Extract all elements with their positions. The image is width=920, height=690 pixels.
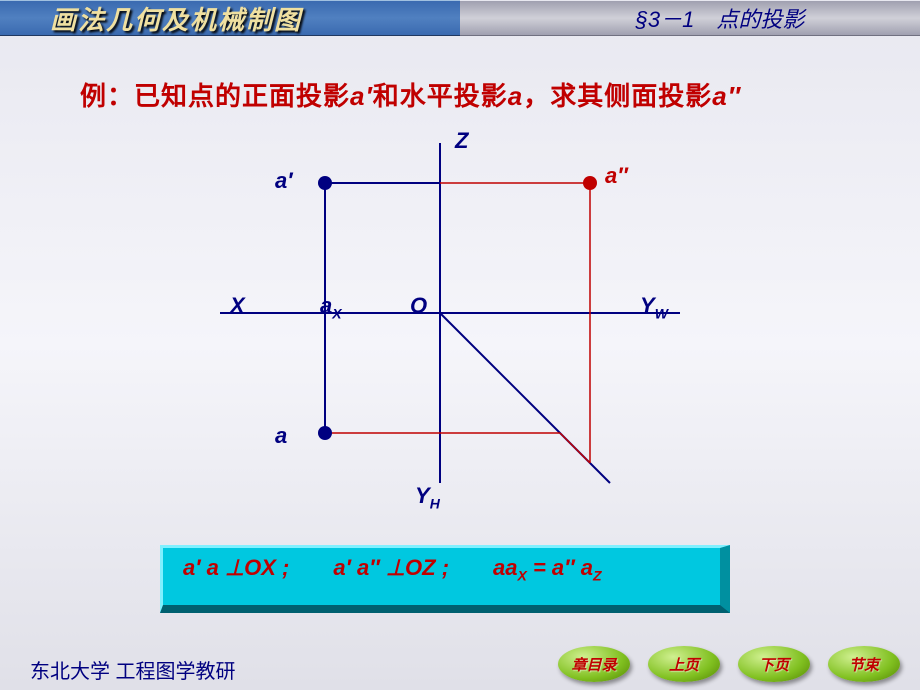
nav-end-button[interactable]: 节束 (828, 646, 900, 682)
a-double-label: a″ (605, 163, 628, 189)
a-label: a (275, 423, 287, 449)
formula-box: a′ a ⊥OX ; a′ a″ ⊥OZ ; aaX = a″ aZ (160, 545, 730, 613)
nav-toc-button[interactable]: 章目录 (558, 646, 630, 682)
origin-label: O (410, 293, 427, 319)
title-left: 画法几何及机械制图 (0, 0, 460, 36)
axis-x-label: X (230, 293, 245, 319)
a-prime-label: a′ (275, 168, 293, 194)
title-right: §3－1 点的投影 (520, 0, 920, 36)
diagram-svg (180, 123, 740, 523)
title-bar: 画法几何及机械制图 §3－1 点的投影 (0, 0, 920, 36)
ax-label: aX (320, 293, 342, 321)
formula-p2: = a″ a (527, 555, 593, 580)
axis-yh-label: YH (415, 483, 440, 511)
nav-next-button[interactable]: 下页 (738, 646, 810, 682)
course-title: 画法几何及机械制图 (50, 0, 302, 37)
footer-credit: 东北大学 工程图学教研 (30, 655, 236, 684)
nav-buttons: 章目录 上页 下页 节束 (558, 646, 900, 682)
formula-sub1: X (518, 567, 527, 583)
formula-p1: a′ a ⊥OX ; a′ a″ ⊥OZ ; aa (183, 555, 518, 580)
projection-diagram: Z X O YW YH aX a′ a a″ (180, 123, 740, 523)
formula-sub2: Z (593, 567, 602, 583)
section-title: §3－1 点的投影 (636, 2, 805, 34)
axis-z-label: Z (455, 128, 468, 154)
nav-prev-button[interactable]: 上页 (648, 646, 720, 682)
axis-yw-label: YW (640, 293, 668, 321)
problem-text: 例：已知点的正面投影a′和水平投影a，求其侧面投影a″ (80, 76, 860, 113)
title-mid (460, 0, 520, 36)
